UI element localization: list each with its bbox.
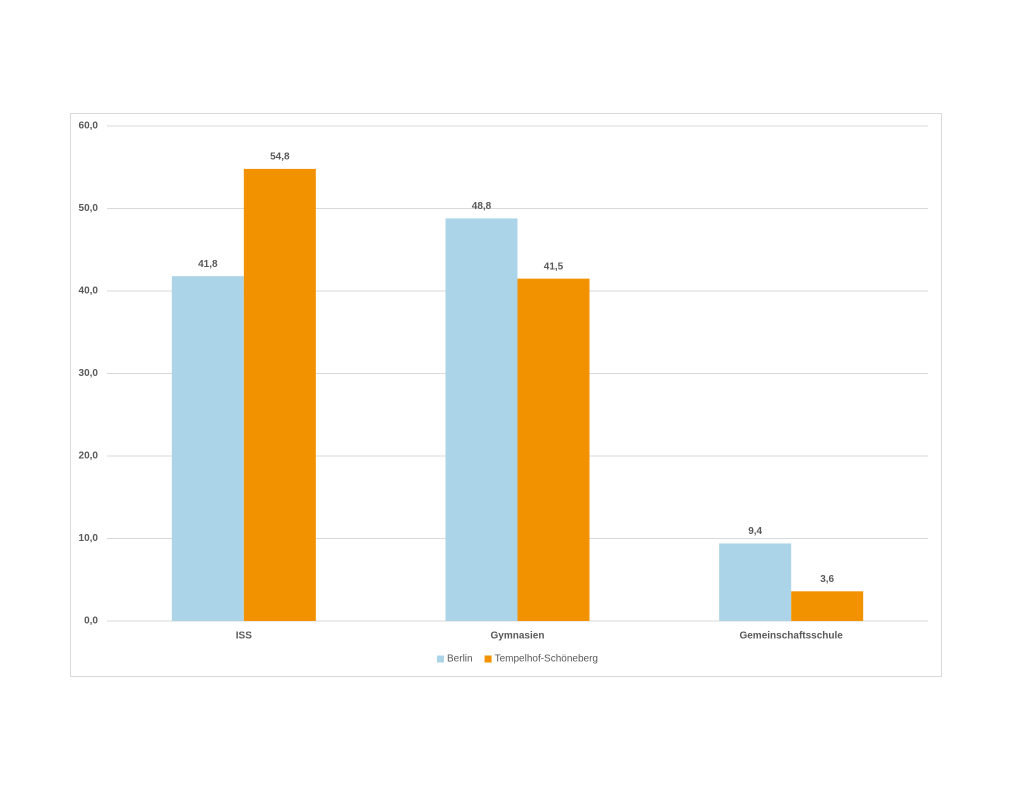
bar	[171, 276, 244, 621]
data-label: 54,8	[270, 152, 290, 163]
bar	[517, 278, 590, 621]
y-tick-label: 50,0	[79, 203, 99, 214]
legend-label: Tempelhof-Schöneberg	[495, 654, 598, 665]
legend-swatch	[437, 655, 445, 663]
bar	[445, 218, 518, 621]
data-label: 3,6	[820, 574, 834, 585]
legend-swatch	[484, 655, 492, 663]
y-tick-label: 10,0	[79, 533, 99, 544]
y-tick-label: 20,0	[79, 451, 99, 462]
y-tick-label: 30,0	[79, 368, 99, 379]
y-tick-label: 60,0	[79, 121, 99, 132]
x-tick-label: Gemeinschaftsschule	[739, 631, 843, 642]
data-label: 41,5	[544, 261, 564, 272]
data-label: 48,8	[472, 201, 492, 212]
y-tick-label: 40,0	[79, 286, 99, 297]
legend: Berlin Tempelhof-Schöneberg	[437, 654, 598, 665]
x-tick-label: ISS	[236, 631, 252, 642]
bar	[243, 168, 316, 621]
bar	[719, 543, 792, 621]
y-tick-label: 0,0	[84, 616, 98, 627]
x-tick-label: Gymnasien	[491, 631, 545, 642]
data-label: 41,8	[198, 259, 218, 270]
data-label: 9,4	[748, 526, 762, 537]
bar	[791, 591, 864, 621]
legend-label: Berlin	[447, 654, 473, 665]
